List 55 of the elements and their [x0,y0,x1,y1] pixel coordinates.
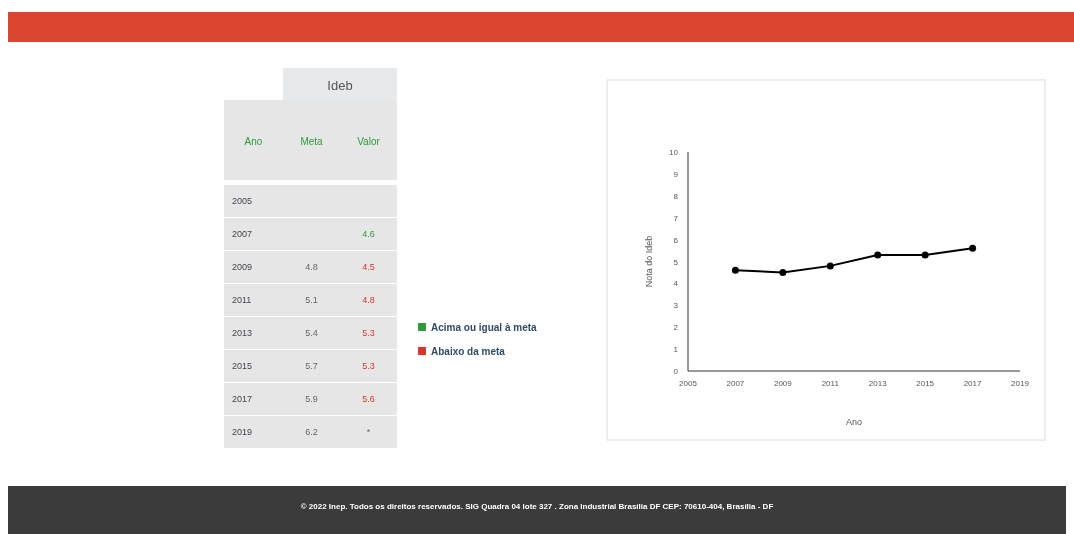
data-label: 5.6 [362,394,375,404]
data-label: 4.8 [305,262,318,272]
y-tick-label: 6 [673,235,679,245]
y-tick-label: 2019 [232,427,253,437]
text: Acima ou igual à meta [431,322,538,333]
x-tick-label: 2017 [963,379,983,388]
y-tick-label: 10 [669,148,679,157]
data-label: 5.9 [305,394,318,404]
y-tick-label: 2017 [232,394,253,404]
y-tick-label: 2011 [232,295,252,305]
x-tick-label: 2005 [679,379,698,388]
y-tick-label: 0 [673,367,679,376]
point [826,262,834,270]
x-tick-label: Meta [300,136,324,147]
data-label: 4.5 [362,262,375,272]
y-tick-label: 1 [673,345,679,355]
y-tick-label: 4 [673,279,679,289]
data-label: 5.3 [362,328,375,338]
y-tick-label: 5 [673,257,679,267]
chart-title: Ideb [327,78,353,93]
x-tick-label: 2013 [868,379,888,388]
y-tick-label: 2005 [232,196,253,206]
data-label: 4.6 [362,229,375,239]
x-tick-label: 2019 [1011,379,1030,388]
y-tick-label: 8 [673,191,679,201]
x-tick-label: 2015 [916,379,935,388]
text: Abaixo da meta [431,346,506,357]
data-label: 5.1 [305,295,318,305]
point [779,268,787,276]
point [969,244,977,252]
y-tick-label: 2 [673,323,679,333]
y-axis-title: Ano [244,136,263,147]
data-label: 5.3 [362,361,375,371]
x-tick-label: 2011 [821,379,840,388]
y-tick-label: 2015 [232,361,253,371]
y-tick-label: 2013 [232,328,253,338]
x-tick-label: Valor [357,136,381,147]
y-tick-label: 2007 [232,229,253,239]
y-tick-label: 7 [673,213,679,223]
data-label: 5.4 [305,328,318,338]
x-axis-title: Ano [845,417,863,427]
text: © 2022 Inep. Todos os direitos reservados. SIG Quadra 04 lote 327 . Zona Industrial Brasília DF CEP: 70610-404, Brasília - DF [300,502,774,511]
point [731,266,739,274]
y-tick-label: 2009 [232,262,253,272]
data-label: 6.2 [305,427,318,437]
y-axis-title: Nota do Ideb [644,235,654,288]
data-label: 4.8 [362,295,375,305]
text: * [366,427,371,437]
x-tick-label: 2007 [726,379,745,388]
point [874,251,882,259]
data-label: 5.7 [305,361,318,371]
x-tick-label: 2009 [773,379,793,388]
point [921,251,929,259]
y-tick-label: 3 [673,301,679,311]
y-tick-label: 9 [673,169,679,179]
